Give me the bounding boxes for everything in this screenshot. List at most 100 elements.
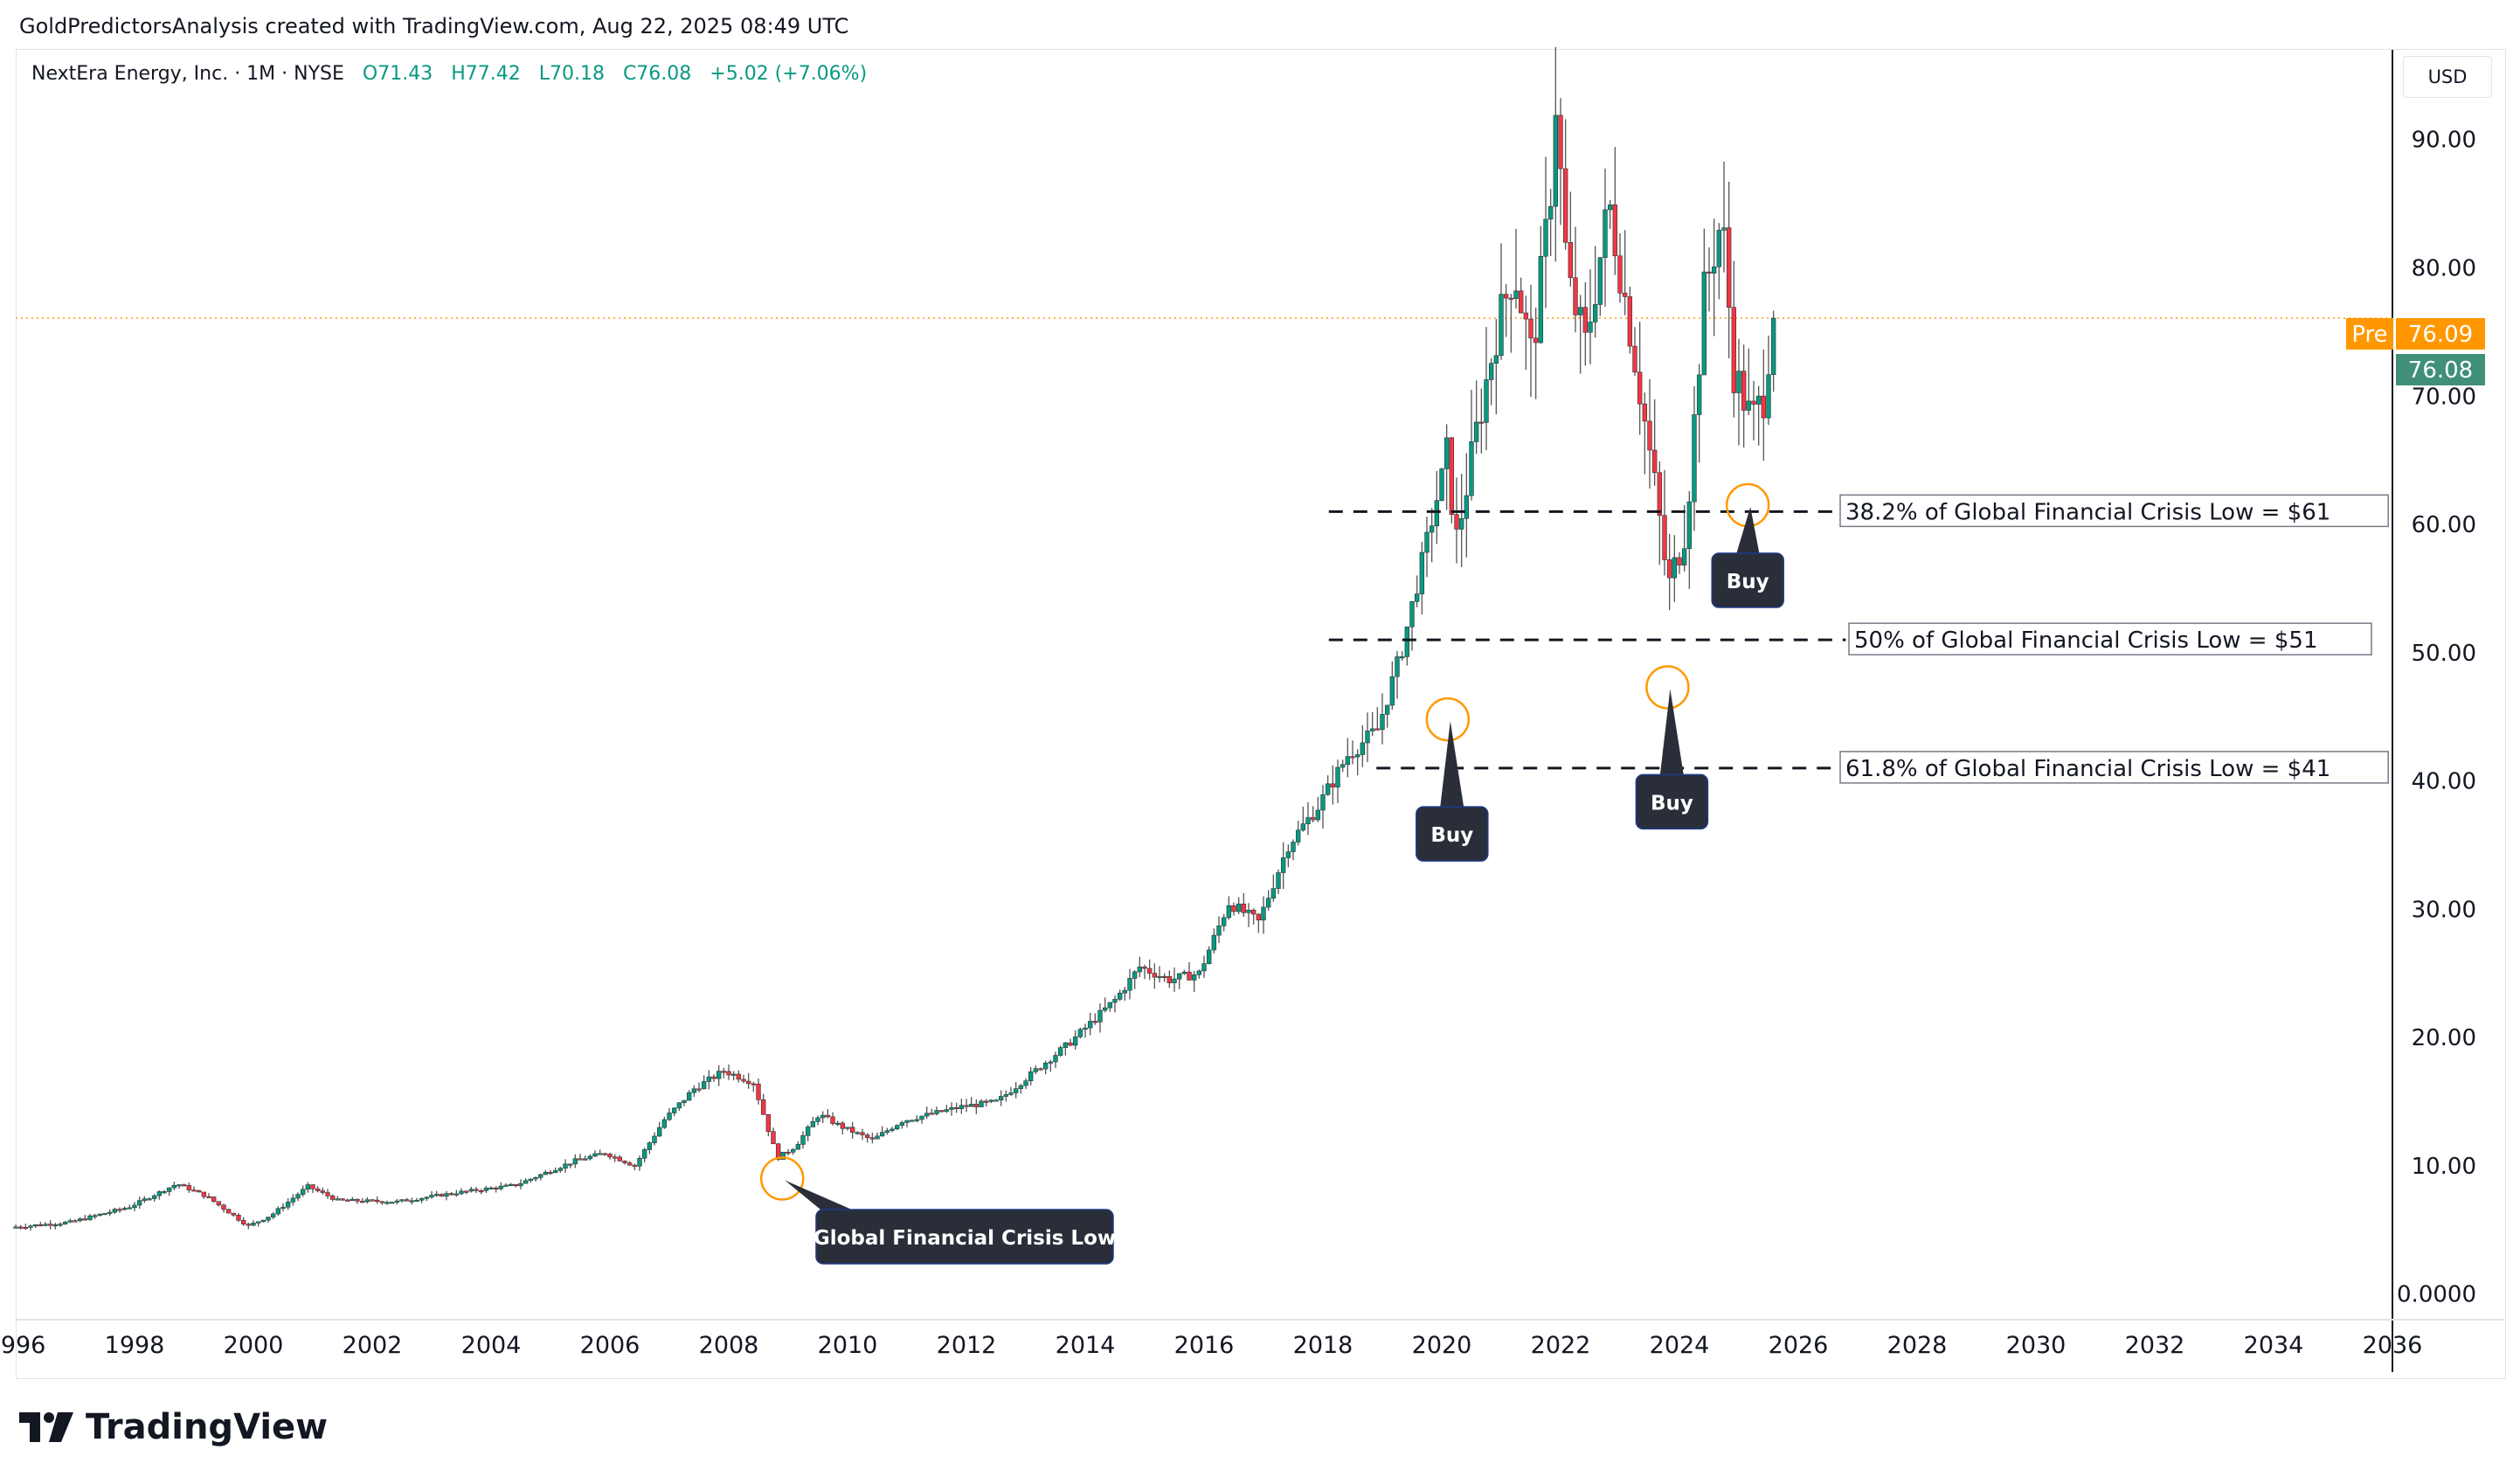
candle-body xyxy=(1434,500,1440,527)
candle-body xyxy=(1246,910,1251,913)
x-tick-label: 2024 xyxy=(1650,1332,1710,1359)
candle-body xyxy=(221,1204,226,1210)
x-tick-label: 2008 xyxy=(699,1332,759,1359)
currency-label: USD xyxy=(2427,66,2468,87)
symbol-info[interactable]: NextEra Energy, Inc. · 1M · NYSE xyxy=(31,63,344,85)
x-tick-label: 2030 xyxy=(2006,1332,2067,1359)
x-tick-label: 2020 xyxy=(1412,1332,1472,1359)
callout-box xyxy=(815,1209,1114,1265)
candle-body xyxy=(448,1193,454,1196)
candle-body xyxy=(830,1116,835,1124)
y-tick-label: 70.00 xyxy=(2412,384,2476,410)
y-tick-label: 0.0000 xyxy=(2397,1282,2476,1308)
candle-body xyxy=(1607,205,1613,211)
legend-close: C76.08 xyxy=(622,63,692,85)
candle-body xyxy=(1582,307,1589,333)
callout-label: Global Financial Crisis Low xyxy=(813,1227,1116,1250)
candle-body xyxy=(765,1113,772,1132)
candle-body xyxy=(394,1200,400,1203)
candle-body xyxy=(121,1208,128,1210)
candle-body xyxy=(1241,903,1247,913)
candle-body xyxy=(1330,783,1336,787)
candle-body xyxy=(800,1134,806,1145)
candle-body xyxy=(523,1180,529,1184)
candle-body xyxy=(1122,989,1128,994)
candle-body xyxy=(1484,379,1489,423)
candle-body xyxy=(582,1158,588,1161)
candle-body xyxy=(1231,905,1236,912)
candle-body xyxy=(845,1127,850,1129)
candle-body xyxy=(1746,400,1752,411)
candle-body xyxy=(1048,1061,1054,1064)
candle-body xyxy=(691,1088,697,1093)
candle-body xyxy=(38,1224,44,1227)
candle-body xyxy=(503,1184,509,1187)
candle-body xyxy=(1216,926,1222,936)
candle-body xyxy=(1686,501,1693,550)
candle-body xyxy=(433,1194,440,1196)
candle-body xyxy=(1632,345,1637,373)
candle-body xyxy=(246,1224,252,1226)
candle-body xyxy=(855,1132,861,1134)
candle-body xyxy=(117,1209,122,1211)
candle-body xyxy=(1603,209,1608,259)
candle-body xyxy=(1146,967,1153,974)
candle-body xyxy=(632,1164,638,1167)
candle-body xyxy=(1250,910,1257,915)
symbol-legend[interactable]: NextEra Energy, Inc. · 1M · NYSE O71.43 … xyxy=(31,63,867,85)
candle-body xyxy=(177,1184,182,1187)
candle-body xyxy=(1132,971,1138,979)
candle-body xyxy=(181,1184,187,1187)
candle-body xyxy=(399,1199,405,1202)
candle-body xyxy=(949,1106,954,1110)
candle-body xyxy=(1707,271,1712,274)
candle-body xyxy=(736,1073,742,1080)
candle-body xyxy=(344,1199,350,1202)
candle-body xyxy=(745,1080,751,1085)
candle-body xyxy=(1285,851,1291,858)
candle-body xyxy=(429,1195,434,1198)
candle-body xyxy=(1597,257,1603,305)
candle-body xyxy=(1547,205,1554,220)
candle-body xyxy=(1117,992,1123,1000)
candle-body xyxy=(1726,227,1732,308)
candle-body xyxy=(716,1071,722,1079)
candle-body xyxy=(474,1189,479,1191)
candle-body xyxy=(251,1223,256,1226)
candle-body xyxy=(225,1209,232,1214)
candle-body xyxy=(751,1083,757,1085)
candle-body xyxy=(231,1212,237,1216)
candle-body xyxy=(711,1076,717,1079)
candle-body xyxy=(1315,809,1321,821)
candle-body xyxy=(424,1196,430,1199)
candle-body xyxy=(1161,975,1167,979)
candle-body xyxy=(32,1224,38,1227)
candle-body xyxy=(993,1099,999,1102)
candle-body xyxy=(578,1158,583,1161)
candle-body xyxy=(1369,728,1375,732)
pre-tag-label-bg xyxy=(2346,318,2393,350)
candle-body xyxy=(1681,548,1687,565)
candle-body xyxy=(1374,728,1381,731)
candle-body xyxy=(879,1132,885,1137)
y-tick-label: 10.00 xyxy=(2412,1154,2476,1180)
candle-body xyxy=(1503,294,1509,299)
candle-body xyxy=(1523,312,1529,320)
candle-body xyxy=(147,1198,152,1201)
currency-button[interactable]: USD xyxy=(2403,56,2492,98)
tradingview-logo-icon xyxy=(19,1412,73,1442)
candle-body xyxy=(528,1178,534,1182)
pre-price-tag: 76.09 xyxy=(2408,322,2473,348)
candle-body xyxy=(478,1190,484,1193)
candle-body xyxy=(741,1078,746,1082)
x-tick-label: 2004 xyxy=(461,1332,522,1359)
candle-body xyxy=(1300,823,1306,831)
last-price-tag: 76.08 xyxy=(2408,357,2473,384)
highlight-circle xyxy=(1645,665,1690,710)
legend-low: L70.18 xyxy=(538,63,605,85)
candle-body xyxy=(934,1110,939,1114)
candle-body xyxy=(1473,421,1479,442)
callout-pointer xyxy=(785,1180,860,1213)
candle-body xyxy=(463,1190,469,1193)
